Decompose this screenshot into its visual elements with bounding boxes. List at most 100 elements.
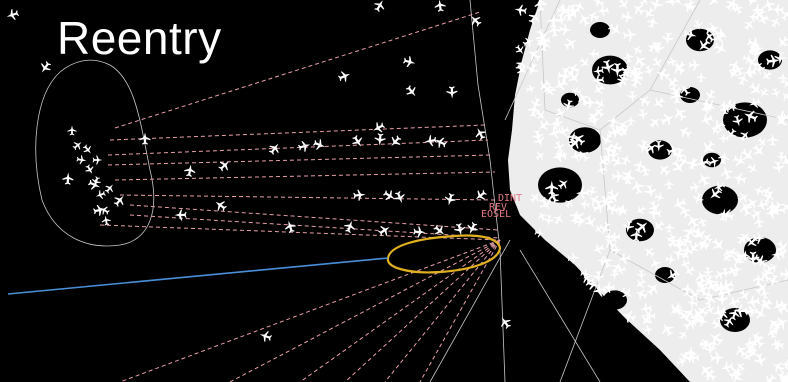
aircraft-icon: [67, 125, 77, 136]
aircraft-icon: [635, 55, 647, 69]
aircraft-icon: [769, 326, 780, 336]
land-gap: [603, 290, 627, 310]
aircraft-icon: [737, 73, 748, 86]
oceanic-routes: [99, 11, 501, 382]
aircraft-icon: [712, 305, 727, 318]
aircraft-icon: [618, 0, 628, 9]
aircraft-icon: [62, 172, 74, 185]
aircraft-icon: [528, 49, 542, 62]
aircraft-icon: [556, 5, 568, 16]
oceanic-sector-boundary: [35, 59, 155, 247]
aircraft-icon: [721, 279, 734, 291]
land-gap: [592, 55, 628, 85]
aircraft-icon: [742, 351, 751, 361]
aircraft-icon: [650, 258, 662, 271]
aircraft-icon: [599, 195, 609, 206]
aircraft-icon: [703, 368, 714, 378]
aircraft-icon: [656, 68, 671, 81]
aircraft-icon: [720, 209, 735, 222]
aircraft-icon: [534, 228, 545, 238]
trajectory-line: [7, 257, 389, 295]
aircraft-icon: [501, 317, 511, 330]
aircraft-icon: [548, 190, 560, 204]
aircraft-icon: [653, 220, 665, 231]
aircraft-icon: [413, 226, 426, 238]
aircraft-icon: [686, 351, 700, 364]
aircraft-icon: [714, 282, 728, 297]
aircraft-icon: [607, 126, 621, 138]
aircraft-icon: [753, 186, 765, 196]
aircraft-icon: [602, 281, 616, 293]
aircraft-icon: [539, 196, 551, 211]
aircraft-icon: [564, 198, 573, 209]
aircraft-icon: [739, 201, 753, 217]
aircraft-icon: [681, 282, 694, 297]
aircraft-icon: [767, 327, 778, 339]
aircraft-icon: [713, 31, 727, 43]
aircraft-icon: [777, 302, 788, 315]
aircraft-icon: [743, 337, 757, 349]
aircraft-icon: [534, 0, 547, 12]
aircraft-icon: [633, 4, 645, 16]
aircraft-icon: [774, 51, 787, 65]
aircraft-icon: [763, 0, 775, 12]
aircraft-icon: [662, 323, 674, 337]
aircraft-icon: [639, 0, 649, 7]
aircraft-icon: [547, 13, 560, 28]
aircraft-icon: [703, 267, 713, 278]
aircraft-icon: [642, 325, 654, 335]
aircraft-icon: [555, 107, 566, 119]
aircraft-icon: [775, 111, 788, 124]
aircraft-icon: [712, 119, 726, 132]
aircraft-icon: [353, 189, 366, 201]
aircraft-icon: [558, 23, 572, 36]
slide-title: Reentry: [57, 12, 222, 64]
aircraft-icon: [609, 269, 619, 280]
aircraft-icon: [689, 182, 701, 193]
aircraft-icon: [678, 310, 688, 320]
route-line: [109, 124, 486, 141]
aircraft-icon: [688, 290, 700, 301]
aircraft-icon: [610, 245, 622, 256]
aircraft-icon: [6, 9, 20, 20]
aircraft-icon: [596, 5, 610, 17]
aircraft-icon: [776, 151, 787, 163]
aircraft-icon: [527, 103, 540, 118]
aircraft-icon: [596, 164, 608, 175]
aircraft-icon: [580, 269, 591, 279]
aircraft-icon: [745, 340, 758, 355]
aircraft-icon: [760, 299, 772, 310]
aircraft-icon: [557, 180, 568, 190]
aircraft-icon: [532, 129, 544, 143]
aircraft-icon: [615, 265, 627, 275]
aircraft-icon: [218, 161, 230, 172]
aircraft-icon: [705, 304, 715, 315]
route-line: [384, 239, 501, 382]
aircraft-icon: [673, 147, 686, 162]
aircraft-icon: [594, 108, 605, 118]
aircraft-icon: [515, 44, 524, 54]
aircraft-icon: [767, 263, 779, 273]
aircraft-icon: [684, 345, 697, 361]
aircraft-icon: [760, 289, 770, 300]
aircraft-icon: [743, 66, 756, 78]
aircraft-icon: [666, 233, 678, 244]
aircraft-icon: [530, 97, 542, 110]
aircraft-icon: [680, 244, 693, 259]
aircraft-icon: [714, 27, 726, 39]
reentry-trajectory: [7, 257, 389, 295]
aircraft-icon: [667, 76, 679, 88]
aircraft-icon: [644, 248, 656, 258]
aircraft-icon: [559, 3, 571, 16]
aircraft-icon: [776, 371, 788, 381]
aircraft-icon: [563, 38, 577, 50]
aircraft-icon: [636, 205, 647, 215]
aircraft-icon: [534, 152, 545, 161]
aircraft-icon: [727, 128, 737, 139]
aircraft-icon: [685, 0, 696, 12]
aircraft-icon: [535, 109, 546, 120]
aircraft-icon: [711, 319, 722, 329]
aircraft-icon: [104, 184, 113, 194]
aircraft-icon: [673, 306, 684, 316]
aircraft-icon: [344, 220, 355, 234]
